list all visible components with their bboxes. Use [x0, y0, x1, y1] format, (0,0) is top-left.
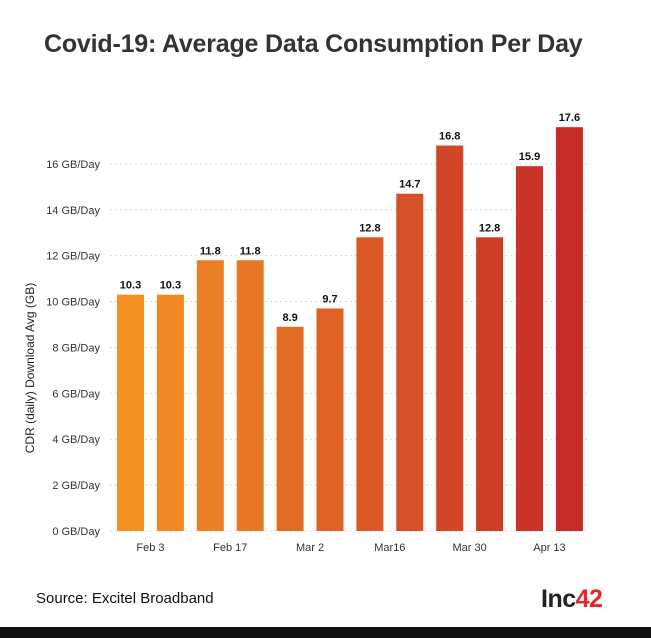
bar	[516, 166, 543, 531]
data-label: 15.9	[519, 151, 540, 163]
footer-bar	[0, 627, 651, 638]
data-label: 16.8	[439, 131, 460, 143]
bar	[117, 294, 144, 531]
data-labels: 10.3 10.3 11.8 11.8 8.9 9.7 12.8 14.7 16.8 12.8 15…	[120, 112, 580, 324]
x-tick-label: Mar 30	[453, 542, 487, 554]
y-axis-ticks: 0 GB/Day 2 GB/Day 4 GB/Day 6 GB/Day 8 GB/Day…	[46, 159, 100, 538]
y-tick-label: 2 GB/Day	[52, 480, 100, 492]
x-tick-label: Apr 13	[533, 542, 565, 554]
data-label: 14.7	[399, 179, 420, 191]
inc42-logo: Inc42	[541, 585, 603, 614]
y-tick-label: 12 GB/Day	[46, 251, 100, 263]
x-axis-ticks: Feb 3 Feb 17 Mar 2 Mar16 Mar 30 Apr 13	[136, 542, 565, 554]
bar	[196, 260, 224, 531]
data-label: 8.9	[282, 312, 297, 324]
bars	[117, 127, 583, 532]
bar	[236, 260, 264, 531]
bar-chart: 0 GB/Day 2 GB/Day 4 GB/Day 6 GB/Day 8 GB/Day…	[23, 112, 590, 554]
data-label: 11.8	[200, 245, 221, 257]
y-tick-label: 4 GB/Day	[52, 434, 100, 446]
chart-title: Covid-19: Average Data Consumption Per D…	[44, 30, 583, 58]
bar	[476, 237, 504, 532]
y-tick-label: 10 GB/Day	[46, 297, 100, 309]
data-label: 17.6	[559, 112, 580, 124]
y-tick-label: 6 GB/Day	[52, 388, 100, 400]
data-label: 12.8	[359, 222, 380, 234]
data-label: 11.8	[240, 245, 261, 257]
y-tick-label: 14 GB/Day	[46, 205, 100, 217]
y-axis-label: CDR (daily) Download Avg (GB)	[23, 283, 37, 454]
x-tick-label: Mar16	[374, 542, 405, 554]
bar	[436, 145, 464, 532]
gridlines	[110, 163, 590, 532]
x-tick-label: Mar 2	[296, 542, 324, 554]
bar	[316, 308, 344, 531]
data-label: 12.8	[479, 222, 500, 234]
logo-text: Inc	[541, 585, 576, 613]
bar	[156, 294, 184, 531]
x-tick-label: Feb 17	[213, 542, 247, 554]
source-note: Source: Excitel Broadband	[36, 590, 214, 607]
data-label: 9.7	[322, 293, 337, 305]
logo-number: 42	[575, 585, 603, 613]
x-tick-label: Feb 3	[136, 542, 164, 554]
bar	[276, 326, 304, 531]
y-tick-label: 0 GB/Day	[52, 526, 100, 538]
data-label: 10.3	[160, 280, 181, 292]
y-tick-label: 16 GB/Day	[46, 159, 100, 171]
bar	[356, 237, 384, 532]
data-label: 10.3	[120, 280, 141, 292]
bar	[396, 193, 424, 531]
y-tick-label: 8 GB/Day	[52, 342, 100, 354]
bar	[555, 127, 583, 531]
